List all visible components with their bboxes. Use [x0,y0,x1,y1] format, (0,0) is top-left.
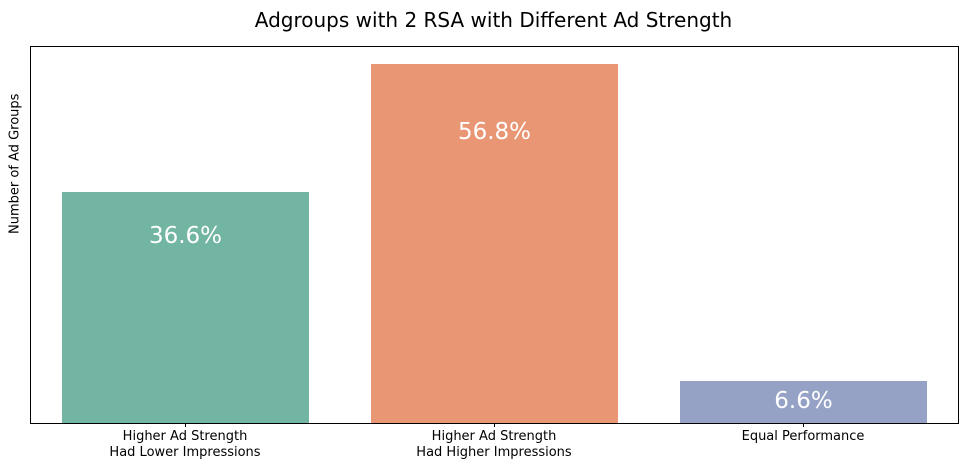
bar [62,192,309,423]
x-tick-mark [494,423,495,427]
bar-value-label: 36.6% [148,222,223,249]
plot-area: 36.6% 56.8% 6.6% [30,46,959,424]
chart-title: Adgroups with 2 RSA with Different Ad St… [254,8,733,32]
x-tick-label: Higher Ad Strength Had Higher Impression… [416,429,572,460]
bar-value-label: 6.6% [774,388,833,414]
x-tick-label: Equal Performance [741,429,865,444]
x-tick-label: Higher Ad Strength Had Lower Impressions [109,429,261,460]
bar [680,381,927,423]
x-tick-mark [803,423,804,427]
x-tick-mark [185,423,186,427]
bar [371,64,618,423]
bar-value-label: 56.8% [457,119,532,146]
